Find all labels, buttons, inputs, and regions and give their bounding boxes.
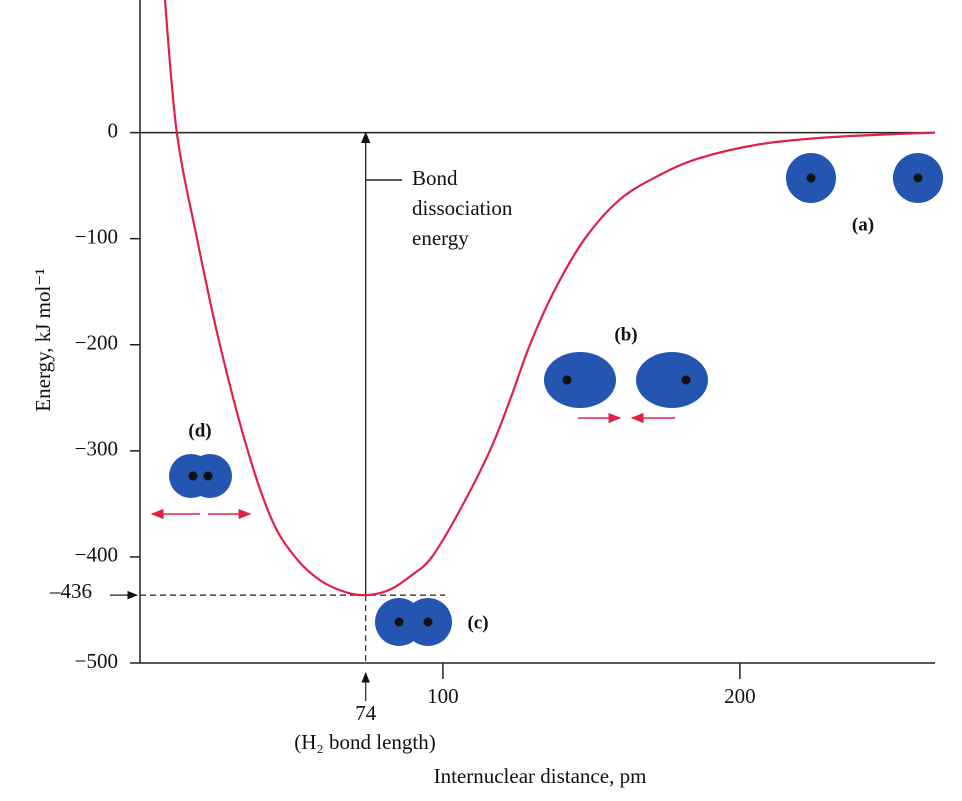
x-axis-title: Internuclear distance, pm (434, 764, 647, 788)
label-d: (d) (188, 420, 211, 441)
y-tick-label: −200 (75, 331, 118, 355)
energy-curve (163, 0, 935, 597)
y-tick-label: −100 (75, 224, 118, 248)
y-tick-label: 0 (108, 118, 119, 142)
annotation: (H₂ bond length) (294, 730, 435, 754)
atoms-c (375, 598, 452, 646)
x-tick-label: 200 (724, 684, 756, 708)
x-tick-label: 100 (427, 684, 459, 708)
atoms-d (150, 454, 252, 520)
label-c: (c) (467, 612, 488, 633)
y-tick-label: −400 (75, 543, 118, 567)
annotation: dissociation (412, 196, 513, 220)
atoms-a (786, 153, 943, 203)
annotation: Bond (412, 166, 458, 190)
label-a: (a) (852, 214, 874, 235)
annotation: energy (412, 226, 469, 250)
min-x-label: 74 (355, 701, 377, 725)
y-tick-label: −500 (75, 649, 118, 673)
y-tick-label: −300 (75, 437, 118, 461)
atoms-b (544, 352, 708, 424)
y-axis-title: Energy, kJ mol⁻¹ (31, 268, 55, 411)
label-b: (b) (614, 324, 637, 345)
min-y-label: –436 (49, 579, 92, 603)
